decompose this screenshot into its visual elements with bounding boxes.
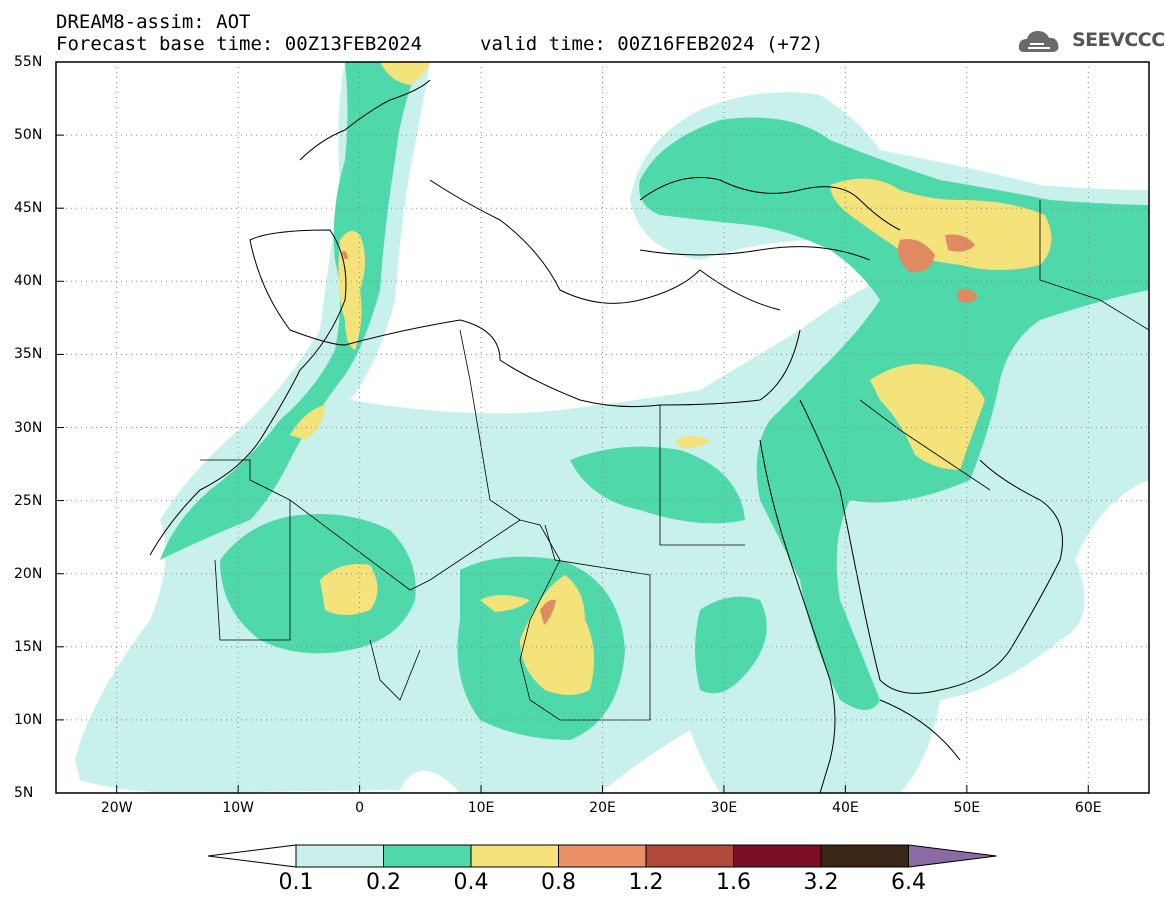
cloud-logo-icon — [1018, 31, 1059, 52]
colorbar-label: 1.6 — [716, 870, 751, 895]
lat-tick-label: 30N — [14, 419, 43, 436]
map-title: DREAM8-assim: AOT — [56, 11, 251, 33]
lat-tick-label: 45N — [14, 200, 43, 217]
colorbar-max-triangle — [908, 844, 997, 868]
colorbar-segment — [383, 844, 472, 868]
colorbar-segment — [470, 844, 559, 868]
lat-tick-label: 40N — [14, 273, 43, 290]
colorbar-segment — [558, 844, 647, 868]
lat-tick-label: 25N — [14, 492, 43, 509]
lat-tick-label: 15N — [14, 638, 43, 655]
colorbar-label: 0.2 — [366, 870, 401, 895]
lon-tick-label: 20E — [589, 800, 616, 816]
lat-tick-label: 10N — [14, 711, 43, 728]
coastlines — [149, 79, 1063, 793]
colorbar-segment — [820, 844, 909, 868]
colorbar-label: 6.4 — [891, 870, 926, 895]
colorbar-label: 1.2 — [628, 870, 664, 895]
lon-tick-label: 50E — [953, 800, 981, 816]
lon-tick-label: 10E — [467, 800, 495, 816]
aot-shade-0.4 — [290, 62, 1052, 695]
colorbar-label: 0.1 — [278, 870, 314, 895]
colorbar-label: 0.8 — [541, 870, 576, 895]
colorbar-segment — [295, 844, 384, 868]
lat-tick-label: 35N — [14, 346, 43, 363]
lat-tick-label: 55N — [14, 54, 43, 70]
colorbar-label: 3.2 — [803, 870, 839, 895]
lon-tick-label: 0 — [355, 800, 365, 816]
lat-tick-label: 20N — [14, 565, 43, 582]
country-borders — [200, 200, 1149, 721]
lat-tick-label: 50N — [14, 127, 43, 144]
lat-tick-label: 5N — [14, 785, 34, 801]
lon-tick-label: 40E — [832, 800, 859, 816]
axis-ticks — [56, 61, 1089, 794]
lon-tick-label: 20W — [100, 800, 133, 816]
colorbar-segment — [645, 844, 734, 868]
lon-tick-label: 60E — [1074, 800, 1102, 816]
colorbar-min-triangle — [207, 844, 297, 868]
colorbar — [207, 844, 997, 868]
colorbar-segment — [733, 844, 822, 868]
lon-tick-label: 30E — [710, 800, 738, 816]
valid-time: valid time: 00Z16FEB2024 (+72) — [480, 33, 824, 55]
forecast-base-time: Forecast base time: 00Z13FEB2024 — [56, 33, 423, 55]
colorbar-label: 0.4 — [453, 870, 489, 895]
logo-text: SEEVCCC — [1072, 29, 1165, 51]
lon-tick-label: 10W — [222, 800, 254, 816]
aot-shade-0.8 — [342, 234, 978, 625]
